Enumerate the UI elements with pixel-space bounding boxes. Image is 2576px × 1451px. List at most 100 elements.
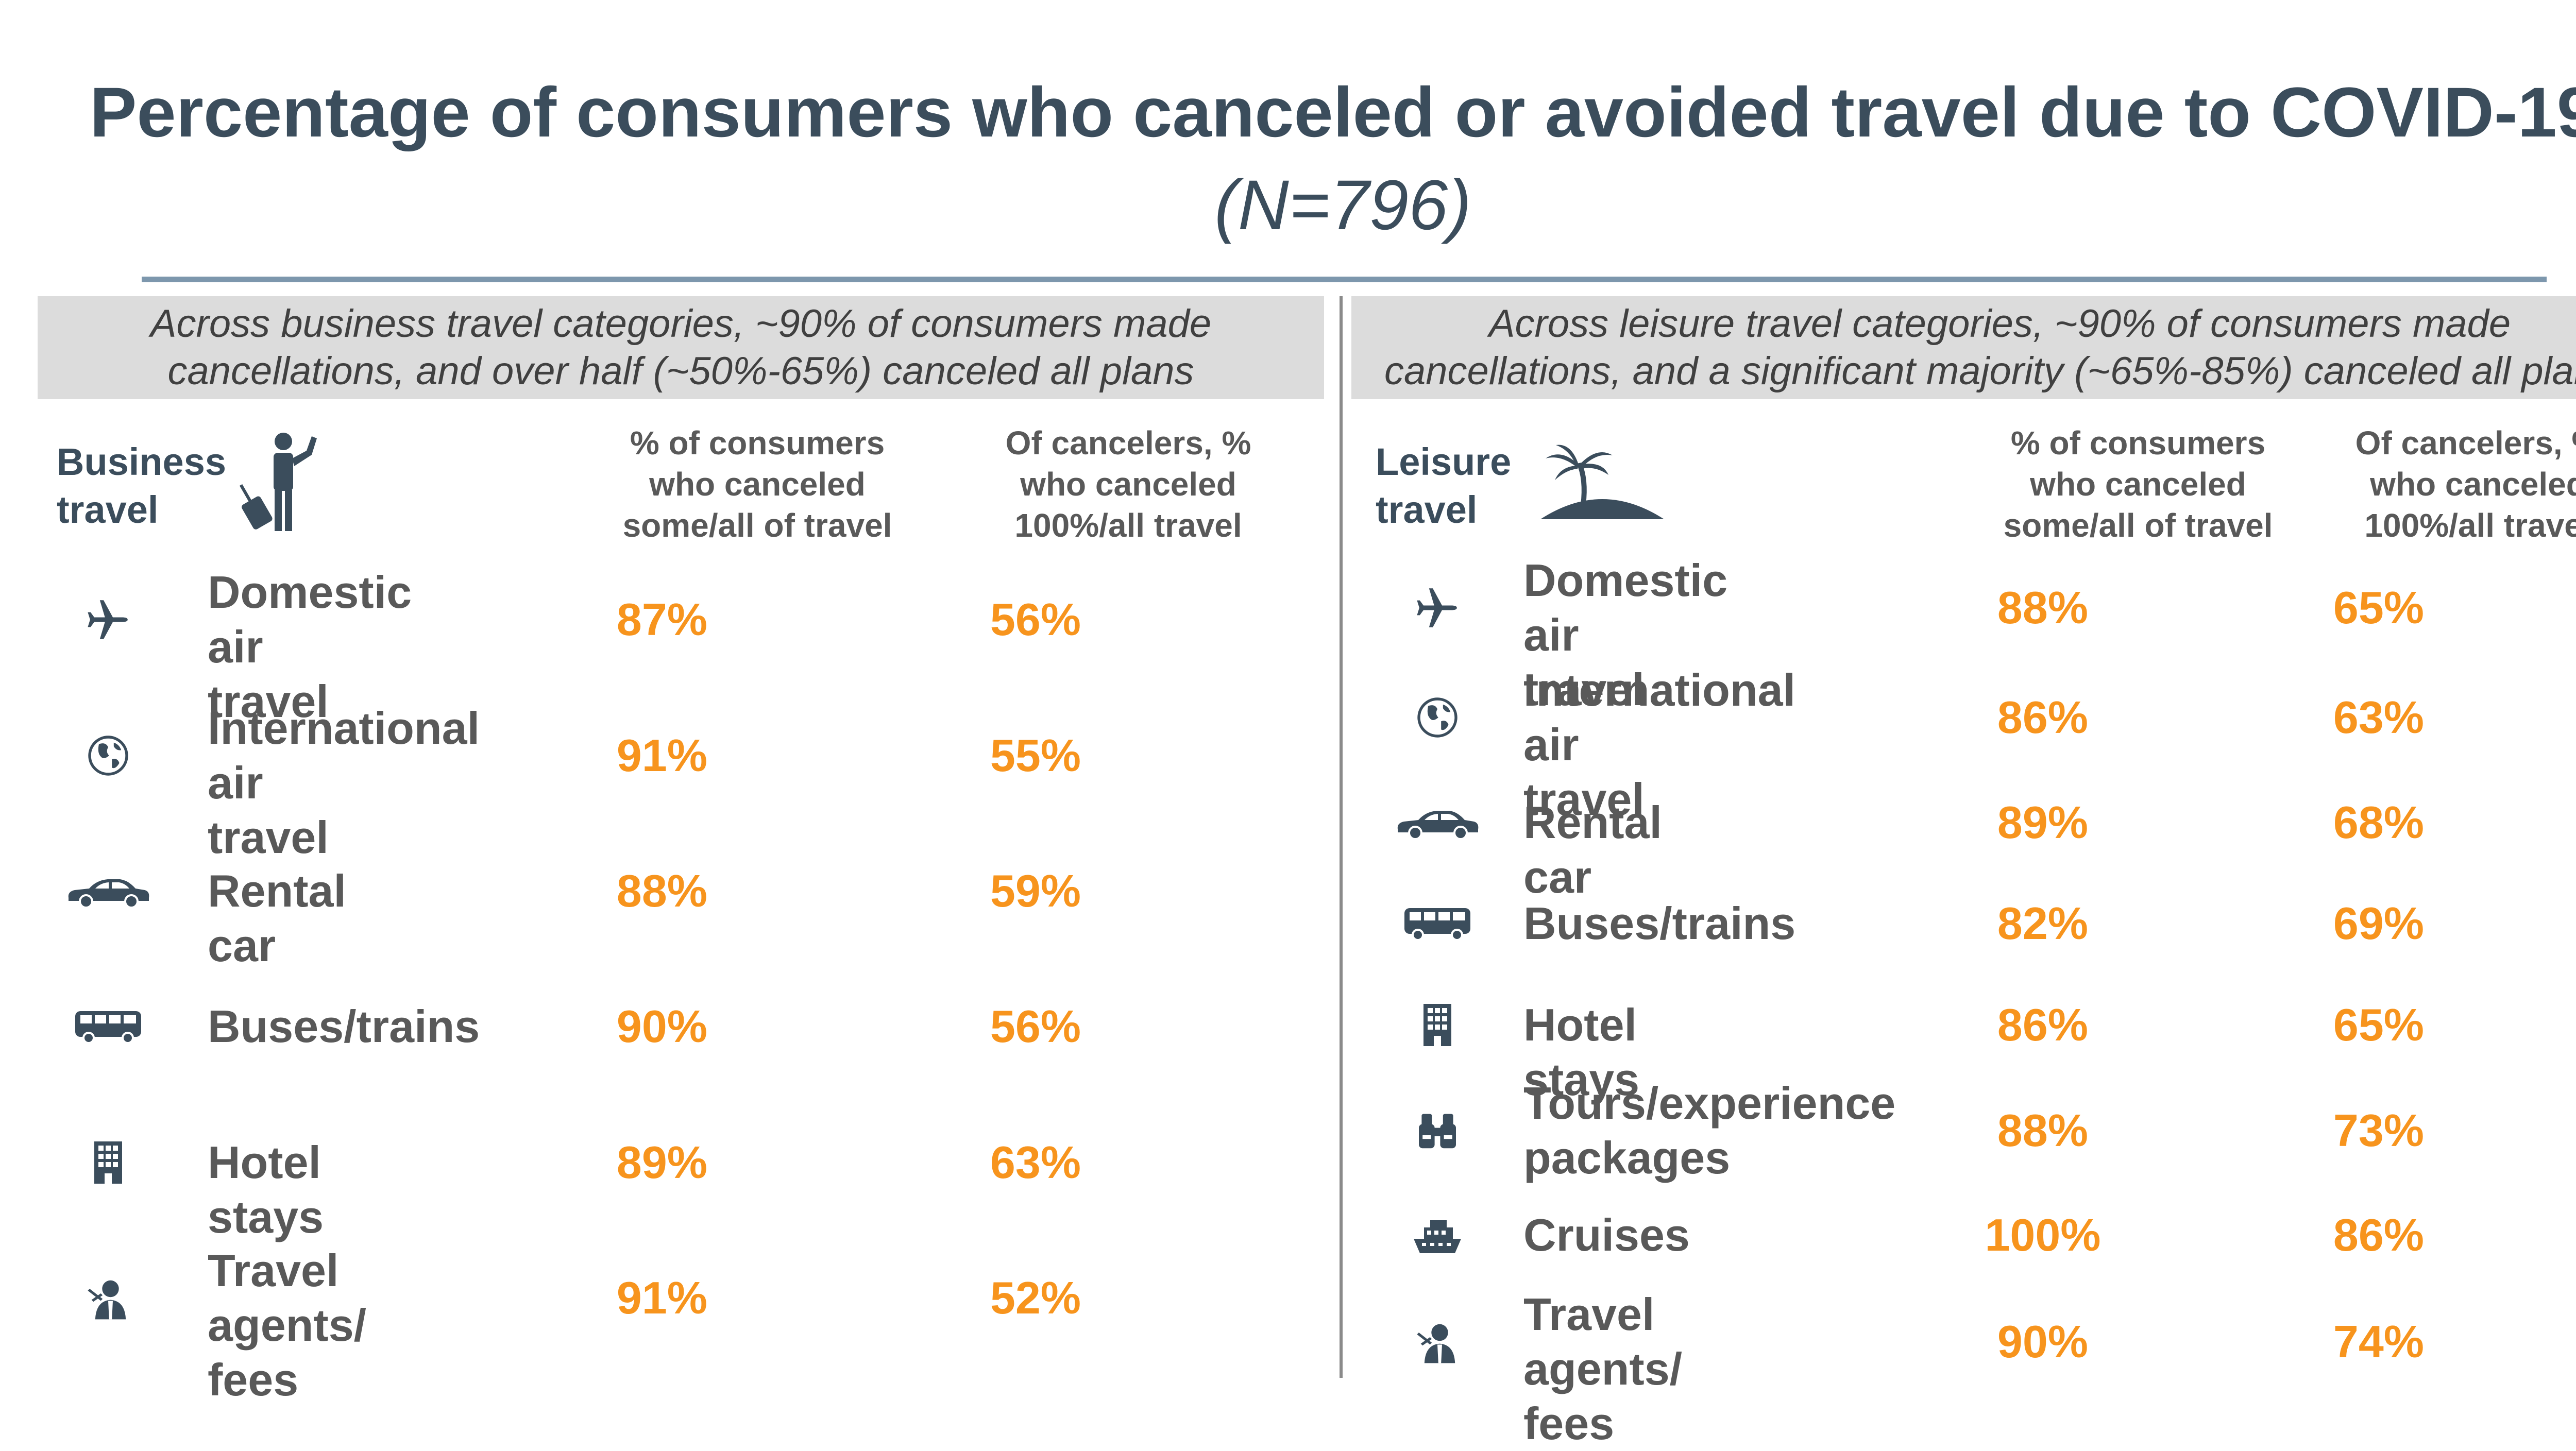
canceled-all-value: 74% — [2333, 1316, 2425, 1367]
row-label: Travel agents/fees — [208, 1243, 366, 1407]
business-section-title: Business travel — [57, 438, 226, 534]
canceled-some-value: 89% — [1997, 797, 2089, 848]
canceled-some-value: 88% — [616, 865, 708, 916]
row-label-line1: Buses/trains — [208, 1001, 480, 1052]
canceled-some-value: 90% — [616, 1001, 708, 1052]
canceled-some-value: 88% — [1997, 1105, 2089, 1156]
airplane-icon — [85, 596, 131, 645]
row-label: Tours/experience packages — [1523, 1076, 1895, 1185]
row-label: Domestic air travel — [1523, 553, 1727, 717]
canceled-all-value: 68% — [2333, 797, 2425, 848]
row-label: Cruises — [1523, 1208, 1690, 1262]
row-label-line2: packages — [1523, 1132, 1731, 1183]
row-label-line1: International air — [1523, 664, 1796, 770]
row-label: Buses/trains — [1523, 896, 1795, 951]
row-label-line2: travel — [1523, 664, 1645, 715]
travel-agent-icon — [1414, 1319, 1461, 1368]
row-label-line2: fees — [208, 1354, 299, 1405]
panel-divider — [1340, 296, 1343, 1378]
page-subtitle: (N=796) — [1214, 166, 1471, 245]
row-label: Hotel stays — [208, 1135, 324, 1244]
leisure-section-title: Leisure travel — [1376, 438, 1511, 534]
bus-icon — [72, 1006, 144, 1050]
business-banner-line1: Across business travel categories, ~90% … — [150, 302, 1212, 346]
hotel-icon — [90, 1139, 126, 1188]
palm-island-icon — [1540, 445, 1664, 519]
row-label-line1: Rental car — [1523, 797, 1662, 902]
globe-icon — [85, 732, 131, 781]
canceled-all-value: 52% — [990, 1272, 1081, 1323]
page-title: Percentage of consumers who canceled or … — [90, 73, 2576, 152]
row-label: Travel agents/fees — [1523, 1287, 1682, 1451]
canceled-some-value: 100% — [1985, 1209, 2101, 1260]
canceled-all-value: 86% — [2333, 1209, 2425, 1260]
row-label-line1: Cruises — [1523, 1209, 1690, 1260]
canceled-all-value: 73% — [2333, 1105, 2425, 1156]
row-label-line1: Domestic air — [208, 567, 412, 672]
binoculars-icon — [1414, 1107, 1461, 1156]
row-label: Rental car — [1523, 795, 1662, 904]
canceled-all-value: 56% — [990, 1001, 1081, 1052]
canceled-all-value: 65% — [2333, 999, 2425, 1050]
business-col1-header: % of consumers who canceled some/all of … — [622, 424, 892, 544]
canceled-some-value: 88% — [1997, 582, 2089, 633]
row-label: Domestic air travel — [208, 565, 412, 729]
business-section-line1: Business — [57, 440, 227, 483]
canceled-some-value: 82% — [1997, 898, 2089, 949]
business-section-line2: travel — [57, 488, 159, 531]
airplane-icon — [1414, 585, 1461, 634]
row-label: International air travel — [208, 701, 480, 865]
canceled-all-value: 63% — [2333, 692, 2425, 743]
row-label: Rental car — [208, 864, 346, 973]
row-label: Hotel stays — [1523, 998, 1639, 1107]
canceled-some-value: 90% — [1997, 1316, 2089, 1367]
business-banner: Across business travel categories, ~90% … — [38, 296, 1324, 399]
hotel-icon — [1419, 1002, 1455, 1051]
canceled-all-value: 65% — [2333, 582, 2425, 633]
row-label-line1: International air — [208, 703, 480, 808]
bus-icon — [1401, 903, 1473, 947]
canceled-all-value: 59% — [990, 865, 1081, 916]
leisure-banner: Across leisure travel categories, ~90% o… — [1351, 296, 2576, 399]
leisure-col1-header: % of consumers who canceled some/all of … — [2003, 424, 2273, 544]
row-label-line2: travel — [208, 812, 329, 863]
row-label-line1: Hotel stays — [208, 1137, 324, 1242]
canceled-some-value: 89% — [616, 1137, 708, 1188]
canceled-all-value: 69% — [2333, 898, 2425, 949]
travel-agent-icon — [85, 1275, 131, 1324]
leisure-section-line1: Leisure — [1376, 440, 1512, 483]
row-label-line1: Rental car — [208, 865, 346, 971]
row-label: Buses/trains — [208, 999, 480, 1054]
canceled-some-value: 86% — [1997, 999, 2089, 1050]
globe-icon — [1414, 694, 1461, 743]
business-traveler-icon — [240, 433, 317, 531]
row-label-line2: fees — [1523, 1398, 1615, 1449]
row-label-line2: travel — [1523, 774, 1645, 825]
business-col2-header: Of cancelers, % who canceled 100%/all tr… — [1005, 424, 1251, 544]
row-label: International air travel — [1523, 663, 1795, 827]
leisure-section-line2: travel — [1376, 488, 1478, 531]
row-label-line2: travel — [208, 676, 329, 727]
canceled-all-value: 63% — [990, 1137, 1081, 1188]
car-icon — [64, 873, 152, 912]
leisure-banner-line1: Across leisure travel categories, ~90% o… — [1488, 302, 2511, 346]
canceled-some-value: 87% — [616, 594, 708, 645]
leisure-col2-header: Of cancelers, % who canceled 100%/all tr… — [2355, 424, 2576, 544]
canceled-some-value: 86% — [1997, 692, 2089, 743]
canceled-some-value: 91% — [616, 1272, 708, 1323]
row-label-line1: Domestic air — [1523, 555, 1728, 660]
canceled-all-value: 56% — [990, 594, 1081, 645]
cruise-ship-icon — [1412, 1212, 1463, 1261]
row-label-line1: Travel agents/ — [1523, 1289, 1683, 1394]
canceled-some-value: 91% — [616, 730, 708, 781]
business-banner-line2: cancellations, and over half (~50%-65%) … — [167, 349, 1194, 393]
canceled-all-value: 55% — [990, 730, 1081, 781]
row-label-line1: Buses/trains — [1523, 898, 1796, 949]
row-label-line1: Tours/experience — [1523, 1078, 1896, 1129]
leisure-banner-line2: cancellations, and a significant majorit… — [1384, 349, 2576, 393]
row-label-line1: Travel agents/ — [208, 1245, 367, 1351]
title-rule — [142, 277, 2547, 282]
row-label-line1: Hotel stays — [1523, 999, 1640, 1105]
car-icon — [1394, 805, 1481, 843]
